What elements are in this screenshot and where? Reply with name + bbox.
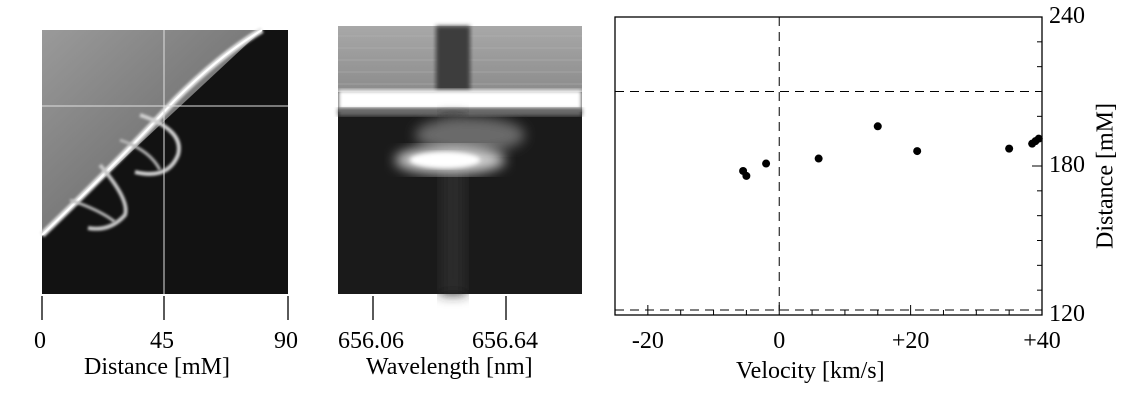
scatter-xlabel: Velocity [km/s] <box>736 358 885 384</box>
left-xlabel: Distance [mM] <box>84 354 230 380</box>
middle-tick-656-06: 656.06 <box>338 328 404 354</box>
data-point <box>814 154 823 163</box>
y-tick-label: 120 <box>1049 301 1085 327</box>
data-point <box>913 147 922 156</box>
x-tick-label: +20 <box>891 328 930 354</box>
data-point <box>762 159 771 168</box>
data-point <box>1034 134 1043 143</box>
left-tick-45: 45 <box>150 328 174 354</box>
plot-frame <box>614 16 1043 316</box>
middle-tick-656-64: 656.64 <box>472 328 538 354</box>
scatter-ylabel: Distance [mM] <box>1092 103 1119 249</box>
left-tick-0: 0 <box>34 328 46 354</box>
data-point <box>1005 144 1014 153</box>
left-tick-90: 90 <box>274 328 298 354</box>
data-point <box>873 122 882 131</box>
y-tick-label: 180 <box>1049 152 1085 178</box>
middle-xlabel: Wavelength [nm] <box>366 354 533 380</box>
x-tick-label: +40 <box>1023 328 1061 354</box>
x-tick-label: -20 <box>631 328 664 354</box>
data-point <box>742 171 751 180</box>
x-tick-label: 0 <box>773 328 786 354</box>
y-tick-label: 240 <box>1049 3 1085 29</box>
